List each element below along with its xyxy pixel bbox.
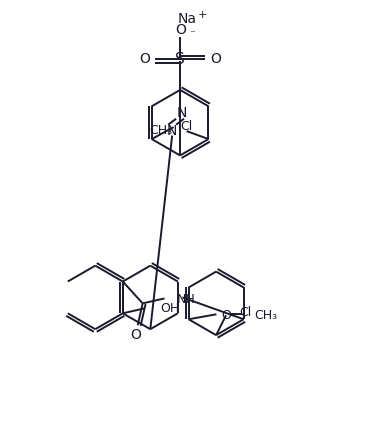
Text: O: O [130,328,141,342]
Text: NH: NH [177,293,195,306]
Text: N: N [167,123,177,138]
Text: S: S [175,52,185,67]
Text: O: O [222,309,231,322]
Text: CH₃: CH₃ [150,124,173,137]
Text: O: O [139,52,150,66]
Text: N: N [177,106,187,120]
Text: O: O [210,52,221,66]
Text: Cl: Cl [180,120,192,132]
Text: +: + [198,10,207,20]
Text: OH: OH [161,302,180,315]
Text: Cl: Cl [239,306,251,319]
Text: ⁻: ⁻ [189,29,195,39]
Text: Na: Na [178,13,197,26]
Text: CH₃: CH₃ [254,309,277,322]
Text: O: O [176,23,187,37]
